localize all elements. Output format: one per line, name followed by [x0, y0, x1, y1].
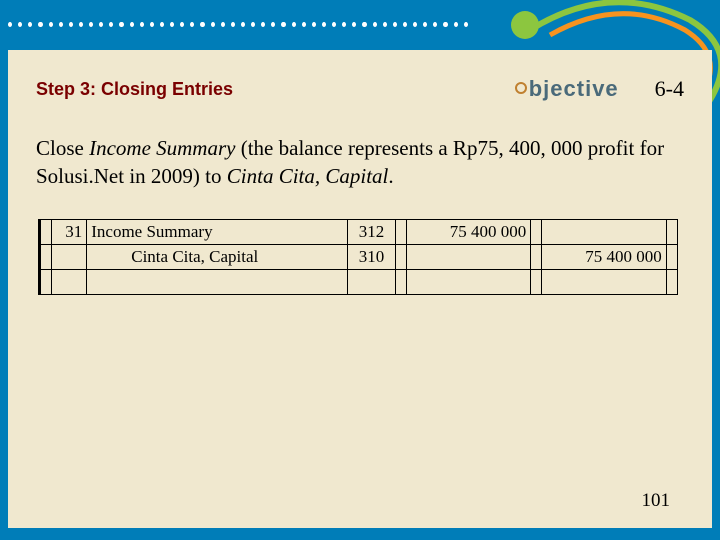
objective-area: bjective 6-4	[513, 76, 684, 102]
objective-number: 6-4	[655, 76, 684, 102]
table-row	[40, 269, 678, 294]
header-dots	[8, 22, 468, 27]
page-number: 101	[642, 490, 671, 512]
header-row: Step 3: Closing Entries bjective 6-4	[36, 76, 684, 102]
step-title: Step 3: Closing Entries	[36, 79, 233, 100]
table-row: Cinta Cita, Capital31075 400 000	[40, 244, 678, 269]
ledger-body: 31Income Summary31275 400 000Cinta Cita,…	[40, 219, 678, 294]
objective-o-icon	[515, 82, 527, 94]
objective-label: bjective	[513, 76, 619, 102]
ledger-table: 31Income Summary31275 400 000Cinta Cita,…	[38, 219, 678, 295]
table-row: 31Income Summary31275 400 000	[40, 219, 678, 244]
slide-content: Step 3: Closing Entries bjective 6-4 Clo…	[8, 50, 712, 528]
body-text: Close Income Summary (the balance repres…	[36, 134, 684, 191]
